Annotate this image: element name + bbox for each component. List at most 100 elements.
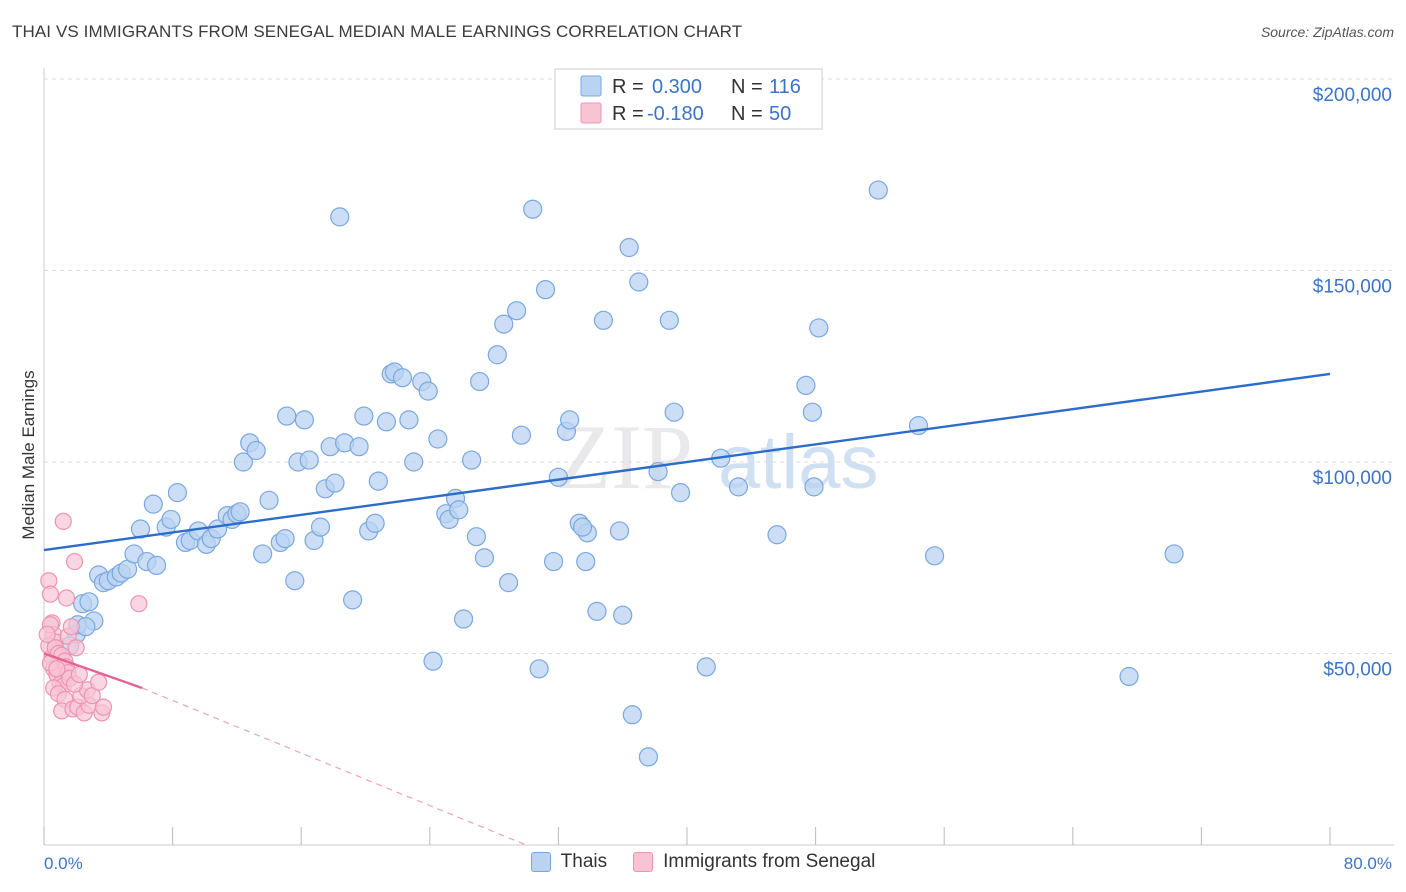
trend-lines: [43, 372, 1331, 846]
series-legend: Thais Immigrants from Senegal: [0, 851, 1406, 873]
thai-point: [146, 555, 167, 576]
thai-point: [638, 747, 659, 767]
y-tick-label: $50,000: [1323, 660, 1392, 681]
chart-title: THAI VS IMMIGRANTS FROM SENEGAL MEDIAN M…: [12, 22, 743, 41]
legend-r-value-thai: 0.300: [652, 76, 702, 98]
senegal-point: [67, 639, 85, 657]
thai-point: [343, 590, 363, 610]
legend-item-thais[interactable]: Thais: [530, 851, 608, 873]
thai-point: [802, 402, 822, 422]
thai-point: [796, 375, 816, 395]
legend-n-value-senegal: 50: [769, 103, 791, 125]
y-tick-labels: $50,000 $100,000 $150,000 $200,000: [1313, 85, 1392, 681]
senegal-point: [130, 595, 148, 613]
thai-point: [767, 525, 787, 545]
thai-point: [659, 310, 679, 330]
thai-point: [376, 412, 396, 432]
thai-point: [246, 440, 266, 461]
senegal-point: [62, 618, 80, 636]
thai-point: [576, 551, 596, 572]
thai-point: [498, 573, 519, 593]
thai-point: [474, 548, 495, 568]
thai-point: [354, 406, 374, 426]
thai-point: [399, 410, 419, 430]
thai-point: [349, 437, 369, 457]
thai-point: [253, 544, 273, 564]
thai-point: [629, 272, 649, 292]
senegal-point: [94, 698, 113, 716]
senegal-point: [54, 512, 72, 530]
x-tick-label-max: 80.0%: [1344, 854, 1392, 873]
thai-point: [310, 517, 331, 537]
thai-point: [167, 483, 188, 503]
thai-point: [696, 657, 716, 677]
senegal-point: [41, 585, 60, 603]
thai-point: [619, 237, 639, 258]
axes: [43, 68, 1394, 846]
legend-r-value-senegal: -0.180: [647, 103, 704, 125]
thai-point: [664, 402, 684, 422]
thai-point: [428, 429, 448, 449]
watermark: ZIP atlas: [555, 406, 879, 508]
thai-point: [143, 494, 163, 514]
senegal-point: [57, 589, 76, 607]
y-tick-label: $200,000: [1313, 85, 1392, 106]
senegal-trend-extension: [141, 687, 527, 846]
thai-point: [449, 500, 469, 520]
thai-point: [294, 410, 315, 430]
thai-point: [392, 368, 413, 388]
thai-point: [368, 471, 388, 491]
thai-point: [868, 180, 888, 200]
legend-swatch-senegal: [580, 102, 602, 124]
legend-label-senegal: Immigrants from Senegal: [663, 851, 876, 872]
thai-point: [548, 467, 569, 487]
thai-point: [299, 450, 319, 470]
legend-label-thais: Thais: [560, 851, 608, 872]
x-tick-labels: 0.0% 80.0%: [44, 854, 1392, 873]
thai-point: [507, 301, 527, 321]
y-tick-label: $100,000: [1313, 468, 1392, 489]
thai-point: [487, 345, 507, 365]
thai-point: [230, 502, 250, 522]
senegal-point: [65, 552, 84, 571]
thai-point: [275, 528, 295, 549]
thai-point: [728, 477, 749, 497]
thai-point: [285, 571, 305, 591]
thai-point: [572, 517, 593, 537]
thai-point: [330, 207, 350, 227]
thai-point: [535, 280, 556, 300]
thai-trend-line: [43, 372, 1331, 552]
thai-point: [613, 605, 633, 625]
thai-point: [365, 513, 385, 533]
thai-point: [161, 509, 181, 530]
thai-point: [277, 406, 297, 426]
thai-point: [809, 318, 829, 338]
legend-item-senegal[interactable]: Immigrants from Senegal: [633, 851, 875, 873]
thai-point: [622, 705, 642, 725]
thai-point: [924, 546, 945, 566]
thai-point: [325, 473, 345, 493]
thai-point: [593, 310, 614, 330]
thai-point: [418, 381, 438, 401]
thai-point: [543, 551, 564, 572]
y-tick-label: $150,000: [1313, 277, 1392, 298]
legend-swatch-thai: [580, 75, 602, 97]
legend-n-label-thai: N =: [731, 76, 763, 98]
thai-point: [609, 521, 630, 541]
thai-point: [494, 314, 514, 334]
thais-swatch: [530, 852, 551, 872]
senegal-trend-line: [43, 652, 143, 690]
legend-r-label-thai: R =: [612, 76, 644, 98]
thai-point: [470, 371, 490, 392]
senegal-points: [38, 512, 148, 722]
thai-point: [529, 659, 549, 679]
thai-point: [233, 452, 253, 472]
thai-point: [466, 527, 487, 547]
thai-point: [79, 592, 99, 612]
gridlines: [44, 78, 1394, 654]
thai-point: [453, 609, 474, 629]
legend-r-label-senegal: R =: [612, 103, 644, 125]
thai-point: [1119, 666, 1139, 687]
source-label: Source: ZipAtlas.com: [1260, 24, 1394, 40]
